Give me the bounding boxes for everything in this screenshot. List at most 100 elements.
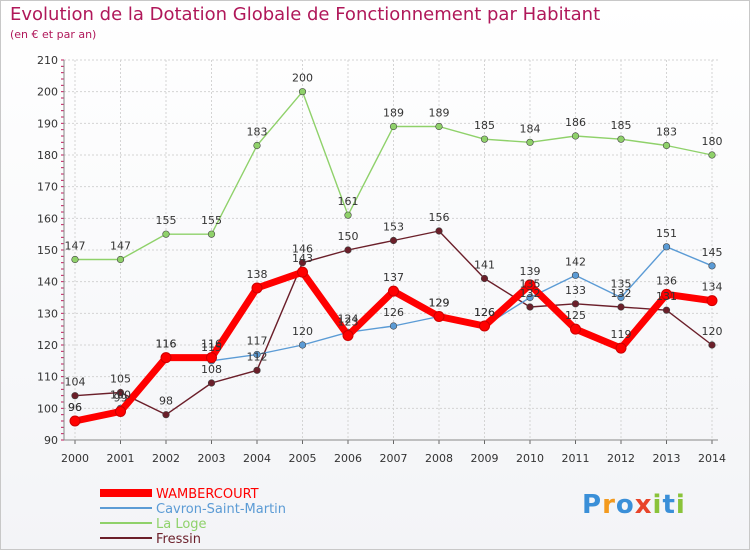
data-label: 108 [201, 363, 222, 376]
data-point [526, 303, 534, 311]
data-label: 123 [338, 316, 359, 329]
data-label: 141 [474, 259, 495, 272]
data-label: 115 [201, 341, 222, 354]
data-label: 155 [201, 214, 222, 227]
data-label: 133 [565, 284, 586, 297]
x-axis: 2000 2001 2002 2003 2004 2005 2006 2007 2008 2009… [61, 439, 726, 465]
data-label: 145 [702, 246, 723, 259]
data-label: 155 [156, 214, 177, 227]
data-label: 200 [292, 72, 313, 85]
data-label: 189 [429, 107, 450, 120]
data-label: 132 [520, 287, 541, 300]
data-point [615, 342, 627, 354]
data-label: 116 [156, 338, 177, 351]
legend-label: WAMBERCOURT [156, 487, 259, 502]
data-point [160, 352, 172, 364]
data-point [435, 227, 443, 235]
data-label: 134 [702, 281, 723, 294]
data-point [570, 323, 581, 335]
data-point [662, 141, 671, 150]
data-point [253, 141, 261, 150]
data-point [389, 122, 398, 131]
logo-letter: x [634, 490, 653, 520]
y-tick-label: 180 [37, 149, 58, 162]
data-point [480, 274, 489, 283]
chart-subtitle: (en € et par an) [10, 28, 97, 41]
data-label: 142 [565, 255, 586, 268]
data-label: 183 [247, 126, 268, 139]
proxiti-logo: Proxiti [582, 490, 686, 520]
data-point [207, 230, 216, 238]
data-label: 112 [247, 350, 268, 363]
data-label: 98 [159, 395, 173, 408]
data-point [661, 288, 672, 300]
data-point [479, 320, 490, 332]
data-point [342, 330, 354, 341]
y-tick-label: 210 [37, 54, 58, 67]
x-tick-label: 2012 [607, 452, 635, 465]
x-tick-label: 2009 [471, 452, 499, 465]
legend-label: Fressin [156, 532, 201, 547]
data-label: 129 [429, 297, 450, 310]
data-point [526, 138, 534, 146]
logo-letter: o [615, 490, 635, 520]
x-tick-label: 2003 [198, 452, 226, 465]
y-tick-label: 160 [37, 212, 58, 225]
x-tick-label: 2006 [334, 452, 362, 465]
data-label: 150 [338, 230, 359, 243]
data-point [524, 279, 536, 291]
data-label: 104 [65, 376, 86, 389]
data-label: 146 [292, 243, 313, 256]
data-point [162, 230, 170, 238]
data-point [251, 282, 263, 294]
data-point [69, 415, 81, 427]
y-tick-label: 100 [37, 402, 58, 415]
data-label: 185 [611, 119, 632, 132]
data-label: 126 [474, 306, 495, 319]
data-label: 180 [702, 135, 723, 148]
x-tick-label: 2004 [243, 452, 271, 465]
x-tick-label: 2001 [107, 452, 135, 465]
data-point [706, 295, 718, 307]
data-label: 161 [338, 195, 359, 208]
data-point [617, 293, 625, 302]
data-label: 100 [110, 388, 131, 401]
x-tick-label: 2000 [61, 452, 89, 465]
data-point [298, 341, 307, 349]
y-tick-label: 120 [37, 339, 58, 352]
y-tick-label: 90 [44, 434, 58, 447]
data-point [388, 285, 399, 297]
data-point [617, 135, 625, 143]
data-point [206, 352, 217, 364]
data-label: 124 [338, 312, 359, 325]
data-labels: 147 147 155 155 183 200 161 189 189 185 184 186 185 1… [65, 72, 723, 414]
data-point [253, 366, 261, 374]
data-label: 136 [656, 274, 677, 287]
x-tick-label: 2008 [425, 452, 453, 465]
data-label: 139 [520, 265, 541, 278]
data-label: 137 [383, 271, 404, 284]
data-label: 129 [429, 297, 450, 310]
data-label: 189 [383, 107, 404, 120]
data-point [71, 392, 79, 400]
data-point [115, 406, 126, 417]
data-label: 116 [201, 338, 222, 351]
data-label: 105 [110, 373, 131, 386]
data-label: 126 [474, 306, 495, 319]
data-label: 184 [520, 122, 541, 135]
data-point [344, 246, 352, 254]
data-label: 126 [383, 306, 404, 319]
chart-title: Evolution de la Dotation Globale de Fonc… [10, 4, 601, 25]
data-label: 186 [565, 116, 586, 129]
data-point [571, 132, 580, 140]
data-label: 147 [110, 240, 131, 253]
x-tick-label: 2014 [698, 452, 726, 465]
data-label: 151 [656, 227, 677, 240]
y-tick-label: 200 [37, 86, 58, 99]
logo-letter: i [652, 490, 663, 520]
data-point [344, 211, 352, 219]
x-tick-label: 2002 [152, 452, 180, 465]
data-label: 183 [656, 126, 677, 139]
